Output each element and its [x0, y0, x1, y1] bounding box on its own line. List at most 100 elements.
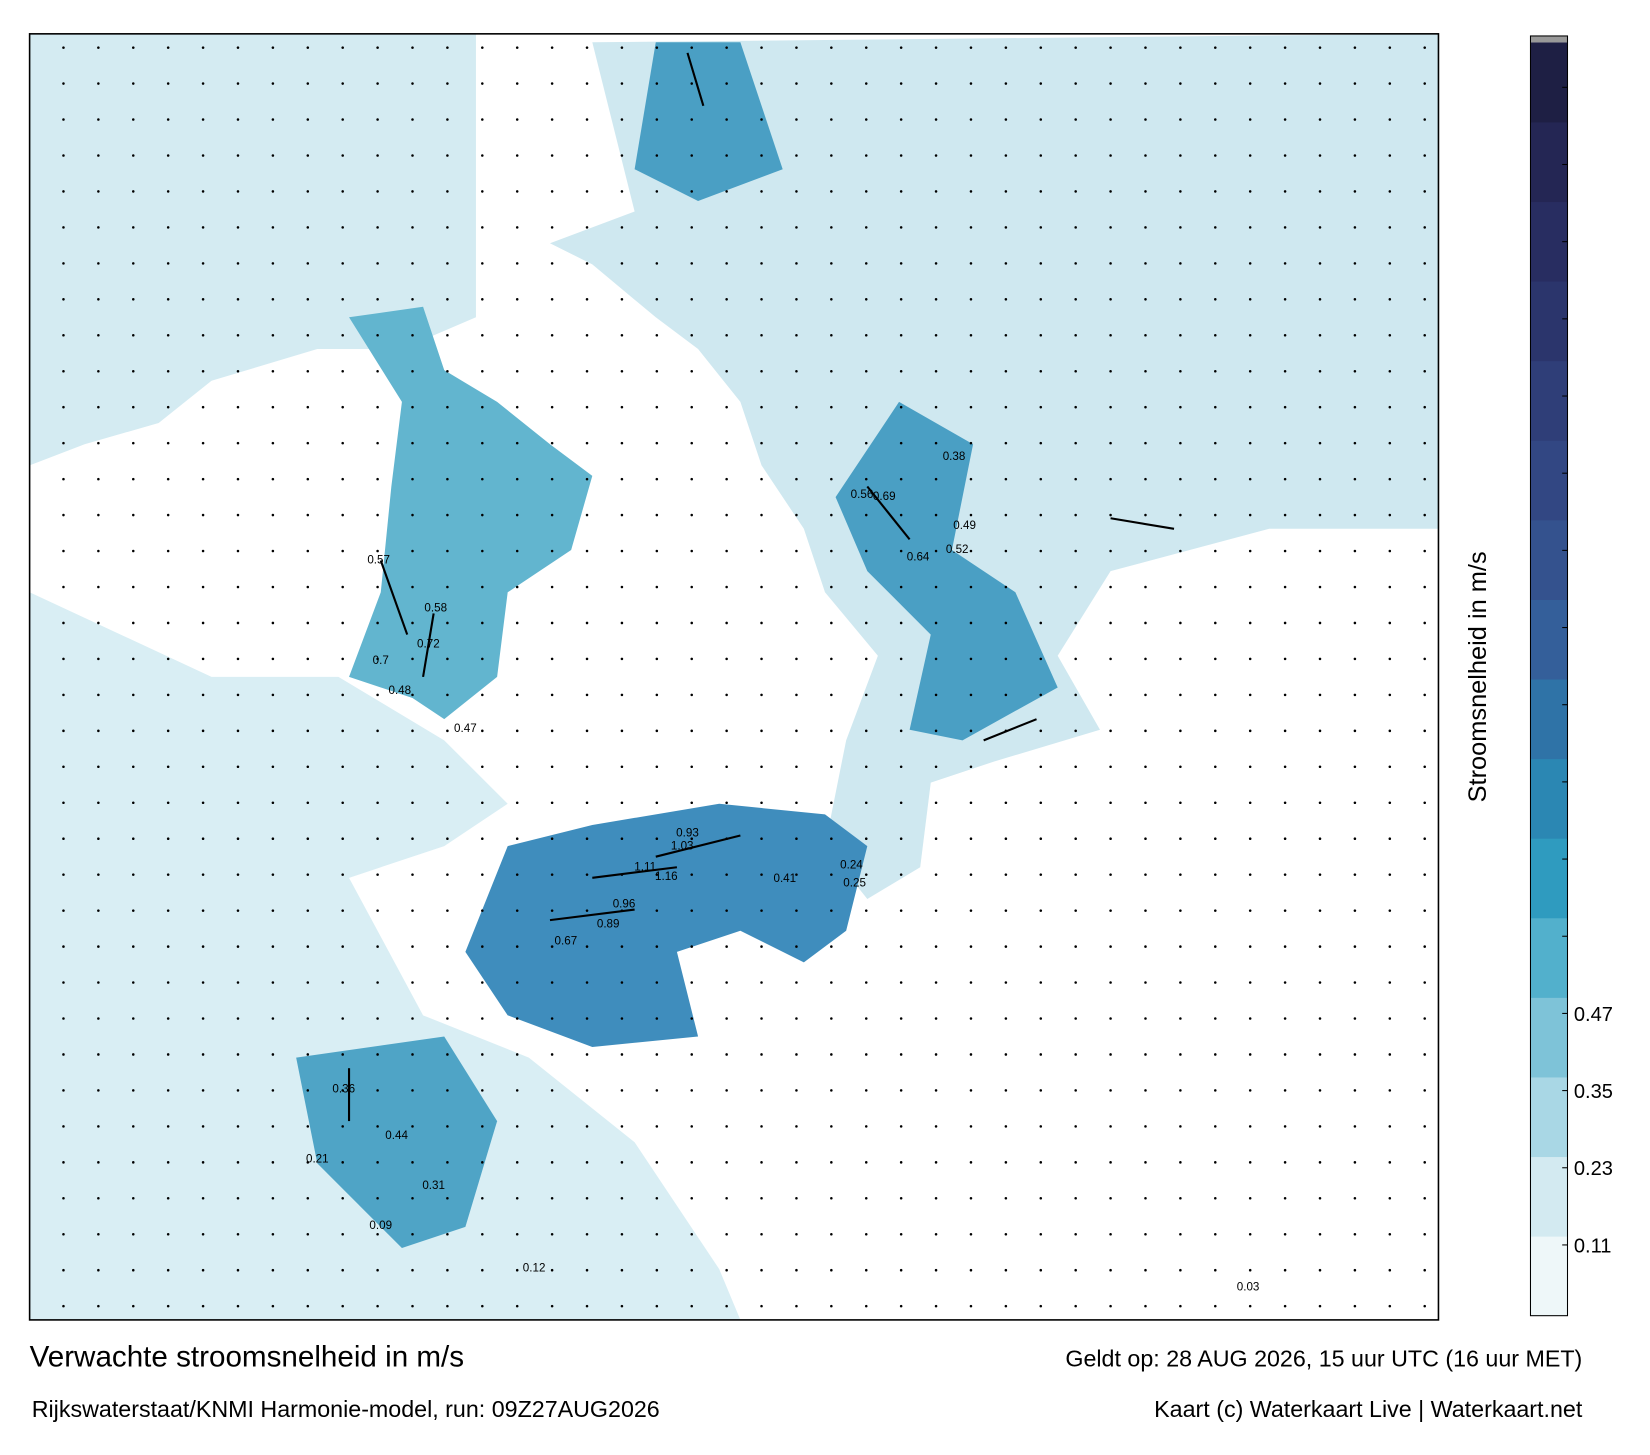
value-label: 0.36 [332, 1083, 355, 1096]
vector-dot [1214, 1268, 1217, 1272]
vector-dot [1109, 369, 1112, 373]
vector-dot [969, 1089, 973, 1092]
vector-dot [62, 82, 65, 85]
vector-dot [1353, 801, 1357, 805]
vector-dot [1039, 1125, 1043, 1128]
arrow [1110, 517, 1175, 530]
vector-dot [864, 262, 868, 265]
vector-dot [132, 262, 135, 265]
vector-dot [132, 837, 135, 840]
colorbar-band [1530, 201, 1568, 282]
vector-dot [550, 477, 554, 481]
vector-dot [1039, 1232, 1043, 1236]
vector-dot [376, 118, 379, 121]
vector-dot [690, 1089, 693, 1092]
vector-dot [236, 1089, 240, 1092]
vector-dot [376, 405, 379, 409]
vector-dot [725, 82, 728, 85]
vector-dot [166, 837, 170, 840]
vector-dot [1248, 621, 1252, 625]
vector-dot [1353, 369, 1357, 373]
colorbar: 0.110.230.350.470.590.710.830.951.071.19… [1529, 35, 1613, 1317]
vector-dot [306, 693, 310, 697]
vector-dot [1039, 1089, 1043, 1092]
vector-dot [830, 549, 833, 553]
vector-dot [725, 1053, 728, 1056]
vector-dot [1248, 657, 1252, 661]
vector-dot [411, 801, 414, 805]
vector-dot [515, 621, 519, 625]
vector-dot [1039, 46, 1043, 49]
vector-dot [446, 369, 449, 373]
vector-dot [1039, 369, 1043, 373]
vector-dot [725, 477, 728, 481]
vector-dot [411, 693, 414, 697]
vector-dot [481, 118, 484, 121]
vector-dot [690, 873, 693, 876]
vector-dot [341, 1232, 344, 1236]
vector-dot [1283, 262, 1287, 265]
vector-dot [830, 298, 833, 301]
vector-dot [1214, 298, 1217, 301]
vector-dot [899, 837, 903, 840]
vector-dot [620, 585, 624, 589]
vector-dot [725, 118, 728, 121]
vector-dot [201, 873, 205, 876]
vector-dot [236, 154, 240, 157]
vector-dot [515, 1053, 519, 1056]
vector-dot [585, 262, 589, 265]
vector-dot [1004, 1053, 1008, 1056]
vector-dot [1353, 477, 1357, 481]
vector-dot [1283, 693, 1287, 697]
vector-dot [376, 369, 379, 373]
vector-dot [655, 657, 659, 661]
vector-dot [1004, 369, 1008, 373]
vector-dot [411, 657, 414, 661]
vector-dot [1179, 513, 1182, 517]
vector-dot [1074, 333, 1077, 337]
vector-dot [97, 1268, 100, 1272]
vector-dot [1074, 369, 1077, 373]
vector-dot [341, 1125, 344, 1128]
vector-dot [1214, 190, 1217, 193]
vector-dot [1109, 1268, 1112, 1272]
vector-dot [795, 82, 798, 85]
vector-dot [306, 513, 310, 517]
value-label: 0.12 [523, 1261, 546, 1274]
vector-dot [1353, 693, 1357, 697]
vector-dot [795, 801, 798, 805]
value-label: 0.47 [454, 722, 477, 735]
colorbar-tick-label: 1.43 [1574, 386, 1613, 408]
vector-dot [1179, 46, 1182, 49]
vector-dot [411, 1089, 414, 1092]
vector-dot [62, 1125, 65, 1128]
vector-dot [97, 405, 100, 409]
vector-dot [411, 333, 414, 337]
colorbar-tick-label: 1.19 [1574, 541, 1613, 563]
vector-dot [969, 621, 973, 625]
vector-dot [62, 1232, 65, 1236]
vector-dot [515, 441, 519, 445]
vector-dot [201, 190, 205, 193]
vector-dot [1353, 729, 1357, 733]
colorbar-band [1530, 42, 1568, 123]
vector-dot [1039, 1161, 1043, 1164]
vector-dot [1179, 837, 1182, 840]
vector-dot [166, 1232, 170, 1236]
vector-dot [899, 1053, 903, 1056]
vector-dot [201, 693, 205, 697]
vector-dot [795, 333, 798, 337]
vector-dot [725, 1017, 728, 1020]
vector-dot [515, 909, 519, 912]
vector-dot [132, 693, 135, 697]
vector-dot [132, 1125, 135, 1128]
vector-dot [690, 1304, 693, 1308]
vector-dot [1074, 1017, 1077, 1020]
vector-dot [481, 873, 484, 876]
vector-dot [760, 190, 763, 193]
vector-dot [515, 1304, 519, 1308]
vector-dot [515, 405, 519, 409]
vector-dot [725, 801, 728, 805]
vector-dot [236, 262, 240, 265]
vector-dot [341, 1197, 344, 1200]
